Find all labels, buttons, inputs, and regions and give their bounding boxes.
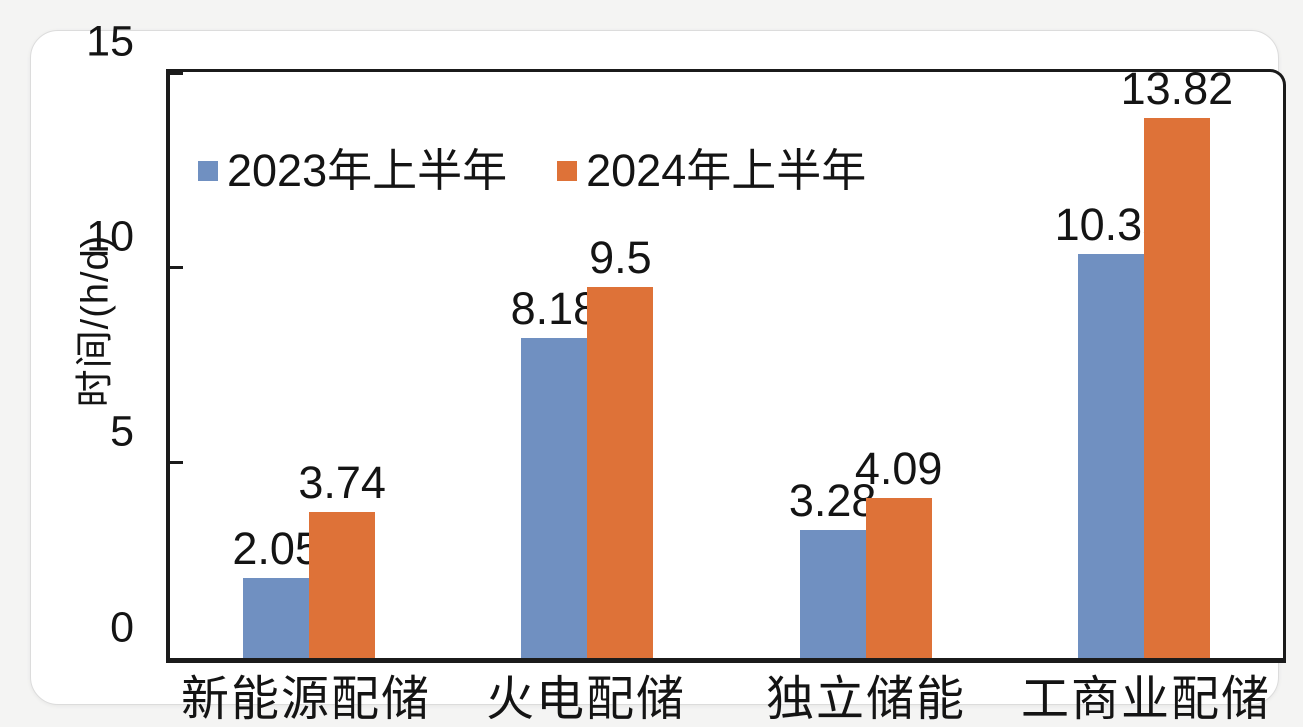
bar-group: 10.33 13.82 xyxy=(1005,65,1283,658)
bar-value-label: 2.05 xyxy=(232,522,320,574)
legend-entry-2023: 2023年上半年 xyxy=(198,146,507,196)
y-axis-title: 时间/(h/d) xyxy=(74,234,117,408)
bar-series-0-2: 3.28 xyxy=(789,476,876,658)
x-category-label: 新能源配储 xyxy=(180,673,431,726)
bar-value-label: 13.82 xyxy=(1120,63,1234,115)
x-categories: 新能源配储 火电配储 独立储能 工商业配储 xyxy=(166,673,1286,727)
bar-series-0-1: 8.18 xyxy=(511,285,598,658)
bar-series-1-0: 3.74 xyxy=(298,458,386,658)
bar-series-0-3: 10.33 xyxy=(1055,201,1167,658)
x-category-label: 工商业配储 xyxy=(1020,673,1271,726)
chart-stage: 时间/(h/d) 0 5 10 15 2.05 3.74 8.18 9.5 3.28 4.… xyxy=(30,20,1286,726)
bar-group: 3.28 4.09 xyxy=(727,72,1005,658)
bar-series-1-2: 4.09 xyxy=(855,445,942,658)
legend-label: 2023年上半年 xyxy=(227,145,508,196)
bar-series-0-0: 2.05 xyxy=(232,524,320,658)
bar-series-1-3: 13.82 xyxy=(1121,65,1233,658)
y-tick-mark-5 xyxy=(170,461,183,464)
bar-value-label: 3.28 xyxy=(788,474,877,526)
bar-value-label: 9.5 xyxy=(589,231,652,283)
legend-label: 2024年上半年 xyxy=(586,145,867,196)
x-category-label: 独立储能 xyxy=(765,673,966,726)
legend-swatch xyxy=(198,161,218,181)
plot-area: 2.05 3.74 8.18 9.5 3.28 4.09 10.33 13.82 2023年上… xyxy=(166,65,1286,663)
y-tick-label-5: 5 xyxy=(110,407,134,456)
bar-series-1-1: 9.5 xyxy=(587,233,654,658)
y-tick-label-0: 0 xyxy=(110,603,134,652)
bar-group: 2.05 3.74 xyxy=(170,72,448,658)
bars-layer: 2.05 3.74 8.18 9.5 3.28 4.09 10.33 13.82 xyxy=(170,65,1283,658)
bar-value-label: 8.18 xyxy=(510,283,599,335)
x-category-label: 火电配储 xyxy=(485,673,686,726)
legend-swatch xyxy=(557,161,578,181)
bar-value-label: 3.74 xyxy=(298,456,386,508)
y-tick-label-10: 10 xyxy=(86,212,134,261)
y-tick-label-15: 15 xyxy=(86,17,134,66)
legend: 2023年上半年 2024年上半年 xyxy=(198,146,866,196)
bar-group: 8.18 9.5 xyxy=(448,72,726,658)
legend-entry-2024: 2024年上半年 xyxy=(557,146,866,196)
y-tick-mark-10 xyxy=(170,266,183,269)
y-tick-mark-15 xyxy=(170,72,183,75)
bar-value-label: 4.09 xyxy=(854,443,943,495)
chart-card: 时间/(h/d) 0 5 10 15 2.05 3.74 8.18 9.5 3.28 4.… xyxy=(30,20,1286,726)
